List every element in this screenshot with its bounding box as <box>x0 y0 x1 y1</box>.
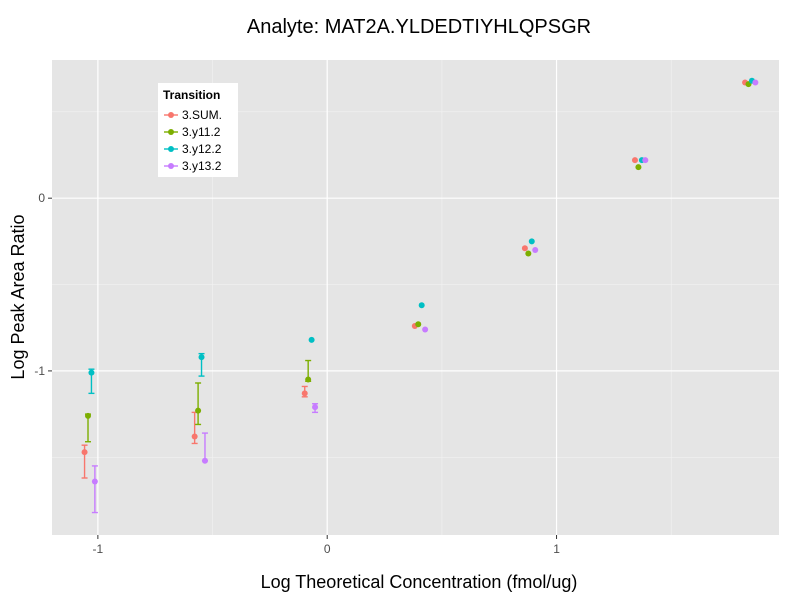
x-tick-label: 1 <box>553 542 560 556</box>
data-point <box>532 247 539 253</box>
legend-label: 3.y11.2 <box>182 125 221 139</box>
data-point <box>631 157 638 164</box>
legend-key-dot <box>168 129 174 135</box>
y-tick-label: 0 <box>38 191 45 205</box>
data-point <box>528 238 535 245</box>
y-tick-label: -1 <box>34 364 45 378</box>
data-point <box>752 79 759 86</box>
data-point <box>88 369 95 376</box>
grid-lines <box>52 60 779 535</box>
data-point <box>195 407 202 414</box>
axis-ticks: -1 0 1 -1 0 <box>34 191 560 556</box>
legend-key-dot <box>168 163 174 169</box>
data-point <box>81 449 88 456</box>
data-points <box>81 77 759 485</box>
data-point <box>191 433 198 440</box>
data-point <box>301 390 308 397</box>
legend-key-dot <box>168 112 174 118</box>
data-point <box>305 376 312 383</box>
data-point <box>635 164 642 171</box>
x-axis-title: Log Theoretical Concentration (fmol/ug) <box>261 572 578 592</box>
legend-title: Transition <box>163 88 220 102</box>
data-point <box>642 157 649 164</box>
x-tick-label: 0 <box>324 542 331 556</box>
data-point <box>312 404 319 411</box>
chart-title: Analyte: MAT2A.YLDEDTIYHLQPSGR <box>247 16 591 38</box>
data-point <box>521 245 528 252</box>
data-point <box>525 250 532 257</box>
data-point <box>198 354 205 361</box>
y-axis-title: Log Peak Area Ratio <box>8 214 28 379</box>
data-point <box>308 336 315 343</box>
legend-key-dot <box>168 146 174 152</box>
legend-label: 3.SUM. <box>182 108 222 122</box>
legend-label: 3.y12.2 <box>182 142 222 156</box>
legend-label: 3.y13.2 <box>182 159 222 173</box>
legend: Transition 3.SUM. 3.y11.2 3.y12.2 3.y13.2 <box>158 83 238 177</box>
data-point <box>418 302 425 309</box>
data-point <box>85 412 92 419</box>
data-point <box>415 321 422 328</box>
x-tick-label: -1 <box>93 542 104 556</box>
data-point <box>201 457 208 464</box>
data-point <box>91 478 98 485</box>
data-point <box>422 326 429 333</box>
